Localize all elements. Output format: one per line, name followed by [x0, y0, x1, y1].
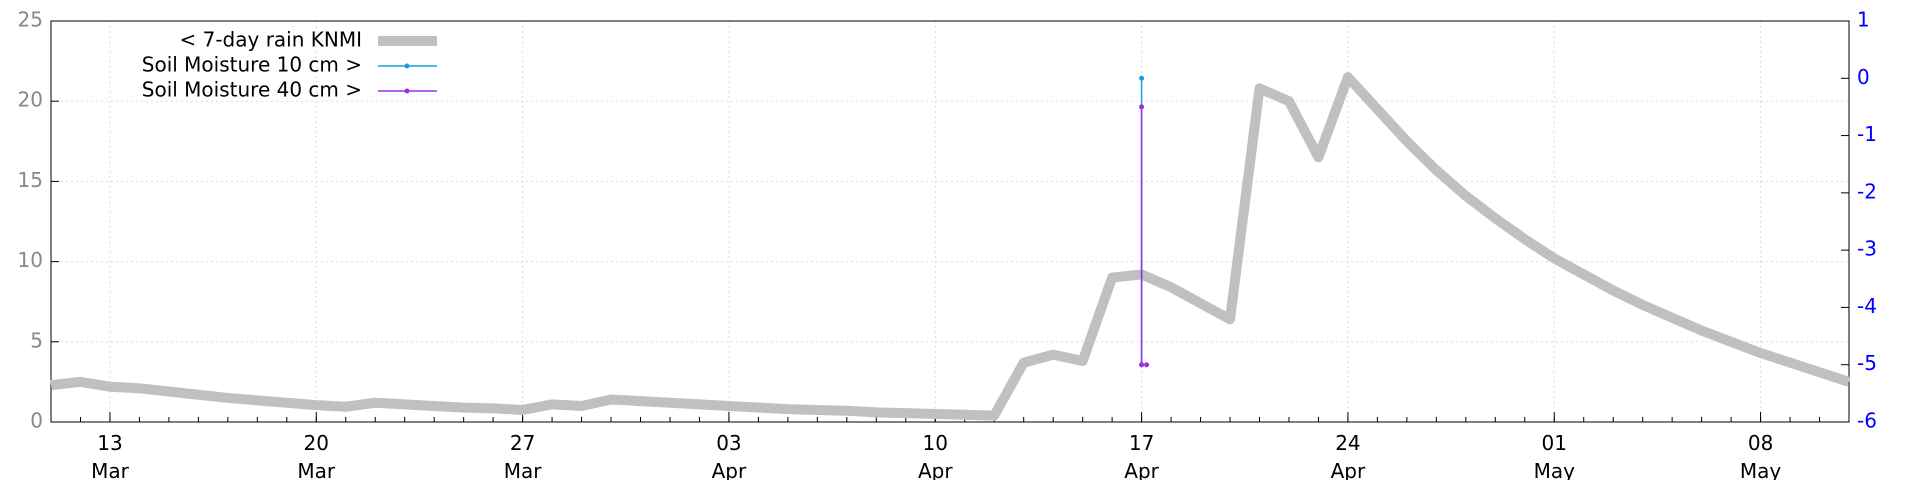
x-tick-label: 01 May	[1534, 431, 1576, 481]
x-tick-label: 24 Apr	[1331, 431, 1366, 481]
x-tick-label-line: 10	[923, 431, 948, 455]
x-tick-label: 13 Mar	[91, 431, 130, 481]
y2-tick-label: -6	[1857, 409, 1877, 433]
x-tick-label-line: Apr	[1124, 459, 1159, 481]
data-point	[1139, 362, 1145, 368]
x-tick-label-line: 03	[716, 431, 741, 455]
x-tick-label-line: Mar	[504, 459, 543, 481]
x-tick-label-line: Mar	[297, 459, 336, 481]
x-tick-label-line: 24	[1335, 431, 1360, 455]
x-tick-label-line: 17	[1129, 431, 1154, 455]
x-tick-label: 27 Mar	[504, 431, 543, 481]
x-tick-label-line: Apr	[1331, 459, 1366, 481]
y-tick-label: 20	[18, 88, 43, 112]
y-tick-label: 25	[18, 8, 43, 32]
legend-label: Soil Moisture 40 cm >	[142, 78, 362, 102]
x-tick-label: 03 Apr	[712, 431, 747, 481]
plot-frame	[50, 20, 1850, 423]
x-tick-label-line: May	[1534, 459, 1576, 481]
y2-tick-label: -4	[1857, 294, 1877, 318]
legend-label: < 7-day rain KNMI	[180, 28, 363, 52]
legend-label: Soil Moisture 10 cm >	[142, 53, 362, 77]
x-tick-label-line: 08	[1748, 431, 1773, 455]
x-tick-label: 20 Mar	[297, 431, 336, 481]
series-line	[50, 72, 1851, 421]
legend-point	[404, 63, 410, 69]
x-tick-label-line: May	[1740, 459, 1782, 481]
y2-tick-label: 1	[1857, 8, 1870, 32]
y2-tick-label: -1	[1857, 122, 1877, 146]
y-tick-label: 15	[18, 168, 43, 192]
data-point	[1144, 362, 1150, 368]
y2-tick-label: -2	[1857, 179, 1877, 203]
y-tick-label: 0	[30, 409, 43, 433]
legend-point	[404, 88, 410, 94]
y-tick-label: 10	[18, 248, 43, 272]
x-tick-label-line: Apr	[918, 459, 953, 481]
y2-tick-label: 0	[1857, 65, 1870, 89]
x-tick-label-line: Mar	[91, 459, 130, 481]
x-tick-label-line: Apr	[712, 459, 747, 481]
y2-tick-label: -3	[1857, 237, 1877, 261]
x-tick-label-line: 27	[510, 431, 535, 455]
x-tick-label-line: 20	[304, 431, 329, 455]
x-tick-label: 10 Apr	[918, 431, 953, 481]
x-tick-label: 17 Apr	[1124, 431, 1159, 481]
y2-tick-label: -5	[1857, 351, 1877, 375]
x-tick-label-line: 01	[1542, 431, 1567, 455]
x-tick-label-line: 13	[97, 431, 122, 455]
y-tick-label: 5	[30, 328, 43, 352]
data-point	[1139, 104, 1145, 110]
data-point	[1139, 75, 1145, 81]
x-tick-label: 08 May	[1740, 431, 1782, 481]
